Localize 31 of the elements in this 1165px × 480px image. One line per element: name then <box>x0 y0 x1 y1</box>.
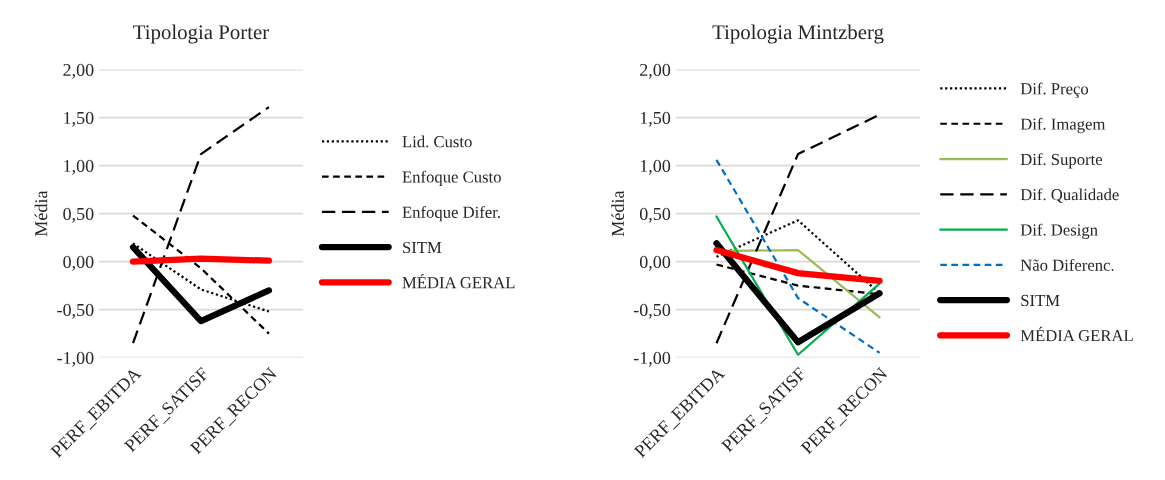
legend-label: Dif. Design <box>1020 223 1098 239</box>
legend-label: Dif. Qualidade <box>1020 188 1119 203</box>
y-tick-label: -0,50 <box>57 303 94 319</box>
legend-label: MÉDIA GERAL <box>1020 326 1133 342</box>
legend-label: SITM <box>403 241 442 254</box>
y-tick-label: 1,50 <box>640 111 671 127</box>
y-tick-label: 1,50 <box>64 111 94 127</box>
y-tick-label: 0,00 <box>63 255 94 271</box>
legend-label: Enfoque Custo <box>402 170 501 186</box>
y-tick-label: 1,00 <box>64 159 94 175</box>
chart-title: Tipologia Porter <box>133 24 269 44</box>
legend-label: Dif. Suporte <box>1020 153 1103 169</box>
y-tick-label: -0,50 <box>633 303 671 319</box>
y-tick-label: -1,00 <box>57 351 94 367</box>
y-axis-title: Média <box>34 190 48 237</box>
y-tick-label: 1,00 <box>640 159 671 175</box>
legend-label: Dif. Imagem <box>1020 117 1106 134</box>
legend-label: SITM <box>1021 294 1060 307</box>
y-tick-label: 0,00 <box>639 255 671 271</box>
y-axis-title: Média <box>611 190 625 237</box>
y-tick-label: -1,00 <box>633 351 671 367</box>
legend-label: Enfoque Difer. <box>402 205 500 222</box>
y-tick-label: 0,50 <box>63 207 94 223</box>
legend-label: Dif. Preço <box>1020 82 1089 98</box>
legend-label: MÉDIA GERAL <box>402 273 515 289</box>
chart-title: Tipologia Mintzberg <box>712 24 884 44</box>
legend-label: Não Diferenc. <box>1020 258 1114 271</box>
legend-label: Lid. Custo <box>402 135 472 148</box>
y-tick-label: 2,00 <box>63 63 94 79</box>
y-tick-label: 0,50 <box>639 207 671 223</box>
y-tick-label: 2,00 <box>640 63 671 79</box>
